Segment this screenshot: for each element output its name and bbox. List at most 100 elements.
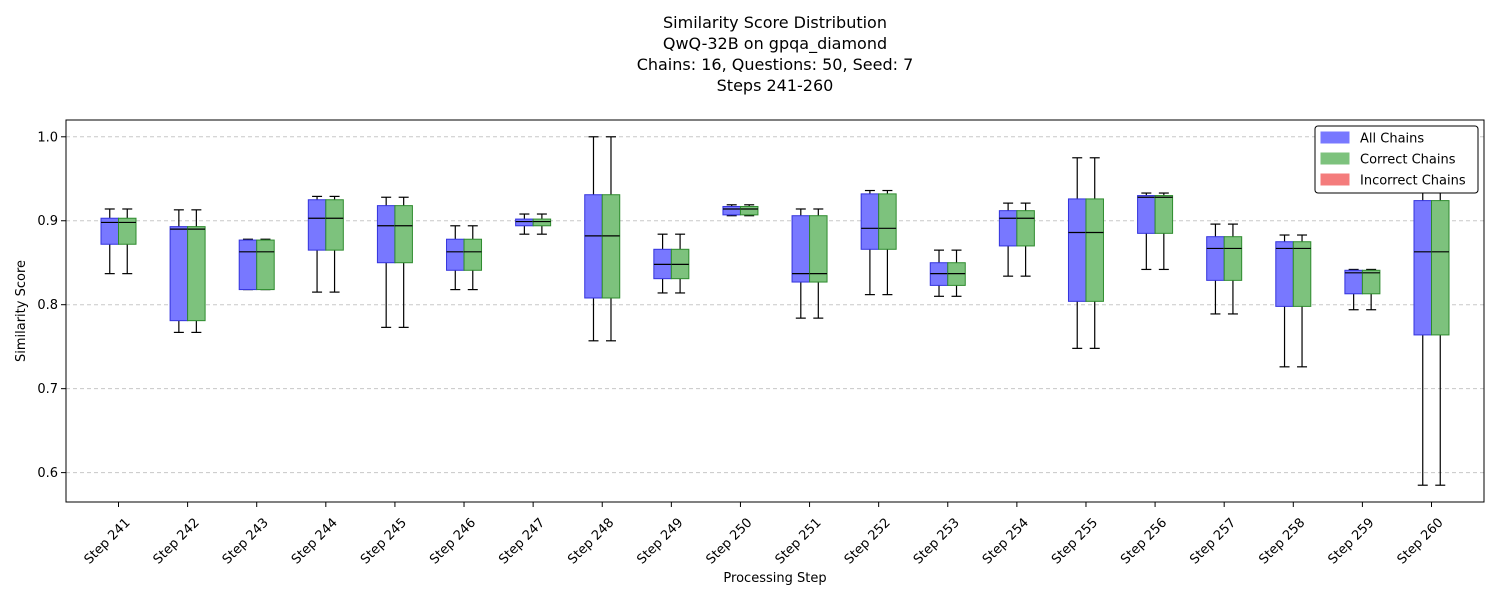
x-tick-label: Step 249	[634, 515, 686, 567]
box-iqr	[1223, 236, 1243, 281]
box-iqr	[601, 194, 621, 299]
box-iqr	[325, 199, 344, 251]
chart-title-line-1: Similarity Score Distribution	[663, 13, 887, 32]
box	[1016, 202, 1035, 277]
x-tick-label: Step 256	[1118, 515, 1170, 567]
series-all-chains	[100, 136, 1432, 486]
box	[1223, 223, 1243, 315]
x-tick-label: Step 244	[289, 515, 341, 567]
box	[947, 249, 966, 297]
box-iqr	[187, 226, 206, 322]
box-iqr	[1275, 241, 1294, 307]
x-tick-label: Step 253	[911, 515, 963, 567]
x-tick-label: Step 260	[1395, 515, 1447, 567]
box	[256, 238, 275, 291]
box-iqr	[1431, 200, 1450, 336]
y-tick-label: 0.8	[37, 298, 58, 313]
box	[860, 189, 880, 296]
x-tick-label: Step 250	[703, 515, 755, 567]
box	[1085, 157, 1104, 349]
box-iqr	[739, 205, 759, 216]
legend-swatch	[1320, 173, 1350, 186]
grid-lines	[66, 136, 1484, 474]
box	[878, 189, 897, 296]
box	[1344, 268, 1363, 311]
x-tick-label: Step 252	[842, 515, 894, 567]
box	[722, 204, 741, 217]
box	[394, 196, 413, 328]
box	[1431, 148, 1450, 486]
legend-box	[1314, 125, 1479, 194]
box	[1137, 192, 1156, 271]
box	[238, 238, 258, 291]
x-tick-label: Step 248	[565, 515, 617, 567]
box-iqr	[809, 215, 828, 283]
box-iqr	[878, 193, 897, 250]
box-iqr	[584, 194, 603, 299]
plot-frame	[65, 119, 1485, 503]
box-iqr	[1361, 269, 1381, 295]
box-iqr	[532, 218, 552, 227]
chart-title-line-2: QwQ-32B on gpqa_diamond	[663, 34, 887, 54]
box	[809, 208, 828, 319]
box	[169, 209, 189, 334]
box-iqr	[376, 205, 396, 264]
box	[653, 233, 672, 294]
box-plots	[100, 136, 1450, 486]
chart-title-line-4: Steps 241-260	[717, 76, 834, 95]
x-tick-label: Step 257	[1187, 515, 1239, 567]
y-tick-label: 0.7	[37, 382, 58, 397]
chart-title: Similarity Score Distribution QwQ-32B on…	[637, 13, 914, 95]
box	[998, 202, 1018, 277]
x-tick-label: Step 242	[151, 515, 203, 567]
box-iqr	[1067, 198, 1087, 302]
box-iqr	[394, 205, 413, 264]
box	[1361, 268, 1381, 311]
y-tick-label: 1.0	[37, 130, 58, 145]
box	[187, 209, 206, 334]
box	[376, 196, 396, 328]
legend-swatch	[1320, 152, 1350, 165]
box-iqr	[1016, 210, 1035, 247]
x-axis: Step 241 Step 242 Step 243 Step 244 Step 245…	[82, 502, 1447, 567]
box-iqr	[307, 199, 327, 251]
box-iqr	[256, 239, 275, 291]
legend-label: Incorrect Chains	[1360, 174, 1466, 189]
box-iqr	[791, 215, 811, 283]
y-axis: 0.6 0.7 0.8 0.9 1.0	[37, 130, 66, 481]
box	[1292, 234, 1312, 368]
box-iqr	[446, 238, 465, 271]
box-iqr	[1413, 200, 1432, 336]
x-tick-label: Step 246	[427, 515, 479, 567]
box-iqr	[515, 218, 534, 227]
box-iqr	[169, 226, 189, 322]
box	[791, 208, 811, 319]
box	[739, 204, 759, 217]
box	[325, 195, 344, 293]
box	[1067, 157, 1087, 349]
box	[929, 249, 949, 297]
box	[601, 136, 621, 342]
box-iqr	[1137, 195, 1156, 234]
legend-label: Correct Chains	[1360, 153, 1456, 168]
box-iqr	[998, 210, 1018, 247]
x-tick-label: Step 254	[980, 515, 1032, 567]
x-tick-label: Step 245	[358, 515, 410, 567]
box-iqr	[1206, 236, 1225, 281]
legend: All Chains Correct Chains Incorrect Chains	[1314, 125, 1479, 194]
box-iqr	[1154, 195, 1174, 234]
box	[515, 213, 534, 235]
box	[584, 136, 603, 342]
box-iqr	[238, 239, 258, 291]
box	[1413, 148, 1432, 486]
box	[463, 225, 483, 291]
box	[1206, 223, 1225, 315]
box	[100, 208, 119, 275]
box-iqr	[1292, 241, 1312, 307]
x-tick-label: Step 241	[82, 515, 134, 567]
x-tick-label: Step 255	[1049, 515, 1101, 567]
x-tick-label: Step 243	[220, 515, 272, 567]
series-correct-chains	[118, 136, 1450, 486]
x-tick-label: Step 258	[1256, 515, 1308, 567]
x-tick-label: Step 259	[1325, 515, 1377, 567]
